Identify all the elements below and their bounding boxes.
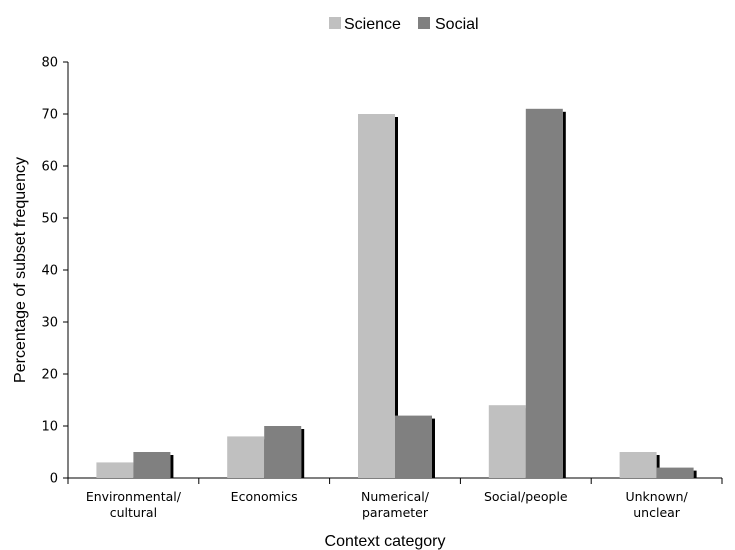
y-tick-label: 70 (41, 108, 58, 123)
bar-social (264, 426, 302, 478)
x-category-label: parameter (362, 505, 429, 520)
bar-shadow (432, 418, 435, 478)
y-tick-label: 20 (41, 368, 58, 383)
y-tick-label: 40 (41, 264, 58, 279)
y-tick-label: 50 (41, 212, 58, 227)
bar-shadow (170, 455, 174, 478)
bar-shadow (301, 429, 305, 478)
bar-science (96, 462, 134, 478)
legend-swatch-social (418, 17, 430, 29)
bar-science (619, 452, 657, 478)
y-tick-label: 0 (50, 472, 58, 487)
legend-swatch-science (329, 17, 341, 29)
legend: Science Social (329, 16, 479, 33)
bar-science (358, 114, 395, 478)
y-tick-label: 30 (41, 316, 58, 331)
bar-social (395, 415, 432, 478)
x-category-label: Environmental/ (86, 489, 182, 504)
x-category-label: Unknown/ (625, 489, 688, 504)
bars (96, 108, 697, 479)
bar-social (656, 467, 694, 478)
y-tick-label: 80 (41, 56, 58, 71)
bar-science (488, 405, 526, 478)
x-axis: Environmental/cultural Economics Numerical… (67, 477, 723, 520)
legend-label-science: Science (344, 16, 401, 33)
bar-science (227, 436, 265, 478)
x-category-label: cultural (110, 505, 157, 520)
bar-shadow (395, 117, 398, 478)
x-category-label: unclear (633, 505, 681, 520)
x-category-label: Social/people (484, 489, 568, 504)
bar-social (133, 452, 171, 478)
x-category-label: Numerical/ (361, 489, 430, 504)
x-category-label: Economics (231, 489, 298, 504)
y-axis-title: Percentage of subset frequency (12, 157, 29, 383)
bar-social (525, 108, 563, 479)
bar-shadow (656, 455, 660, 478)
bar-shadow (562, 111, 566, 479)
x-axis-title: Context category (325, 533, 446, 550)
y-axis: 0 10 20 30 40 50 60 70 80 (41, 56, 69, 487)
y-tick-label: 10 (41, 420, 58, 435)
y-tick-label: 60 (41, 160, 58, 175)
bar-shadow (693, 470, 697, 478)
legend-label-social: Social (435, 16, 479, 33)
